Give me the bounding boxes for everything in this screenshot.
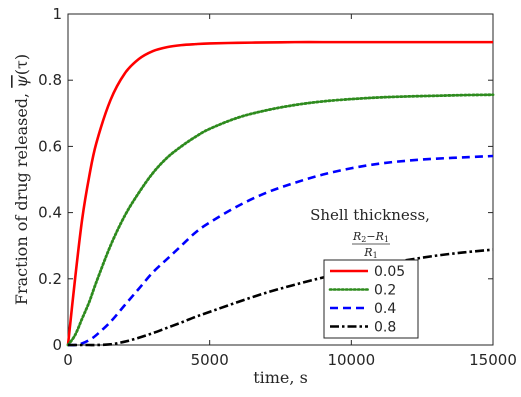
x-tick-label: 15000: [469, 351, 517, 369]
legend-title-line1: Shell thickness,: [310, 206, 430, 224]
series-line-2: [66, 93, 495, 347]
x-tick-label: 10000: [327, 351, 375, 369]
x-axis-label: time, s: [253, 368, 308, 387]
x-tick-label: 5000: [191, 351, 229, 369]
y-tick-label: 1: [52, 5, 62, 23]
legend-label-4: 0.8: [374, 320, 396, 336]
series-line-4: [67, 248, 494, 347]
series-line-3: [67, 154, 494, 347]
legend-title: Shell thickness, R2−R1 R1: [310, 206, 430, 260]
y-tick-label: 0.6: [38, 137, 62, 155]
legend-title-denominator: R1: [363, 246, 377, 260]
legend-title-numerator: R2−R1: [352, 230, 389, 244]
axis-ticks: 0 5000 10000 15000 0 0.2 0.4 0.6 0.8 1: [38, 5, 517, 369]
legend: 0.05 0.2 0.4 0.8: [323, 259, 419, 339]
legend-box: [323, 259, 419, 339]
x-tick-label: 0: [63, 351, 73, 369]
y-tick-label: 0.4: [38, 204, 62, 222]
y-axis-label-arg: (τ): [12, 54, 31, 75]
legend-label-2: 0.2: [374, 283, 396, 299]
legend-label-3: 0.4: [374, 301, 396, 317]
series-layer: [66, 40, 495, 347]
y-tick-label: 0: [52, 336, 62, 354]
y-axis-label-symbol: ψ: [12, 75, 31, 88]
series-line-1: [66, 40, 493, 346]
y-axis-label-text: Fraction of drug released,: [12, 88, 31, 305]
y-tick-label: 0.8: [38, 71, 62, 89]
y-axis-label: Fraction of drug released, ψ(τ): [12, 54, 31, 305]
legend-label-1: 0.05: [374, 264, 405, 280]
y-tick-label: 0.2: [38, 270, 62, 288]
